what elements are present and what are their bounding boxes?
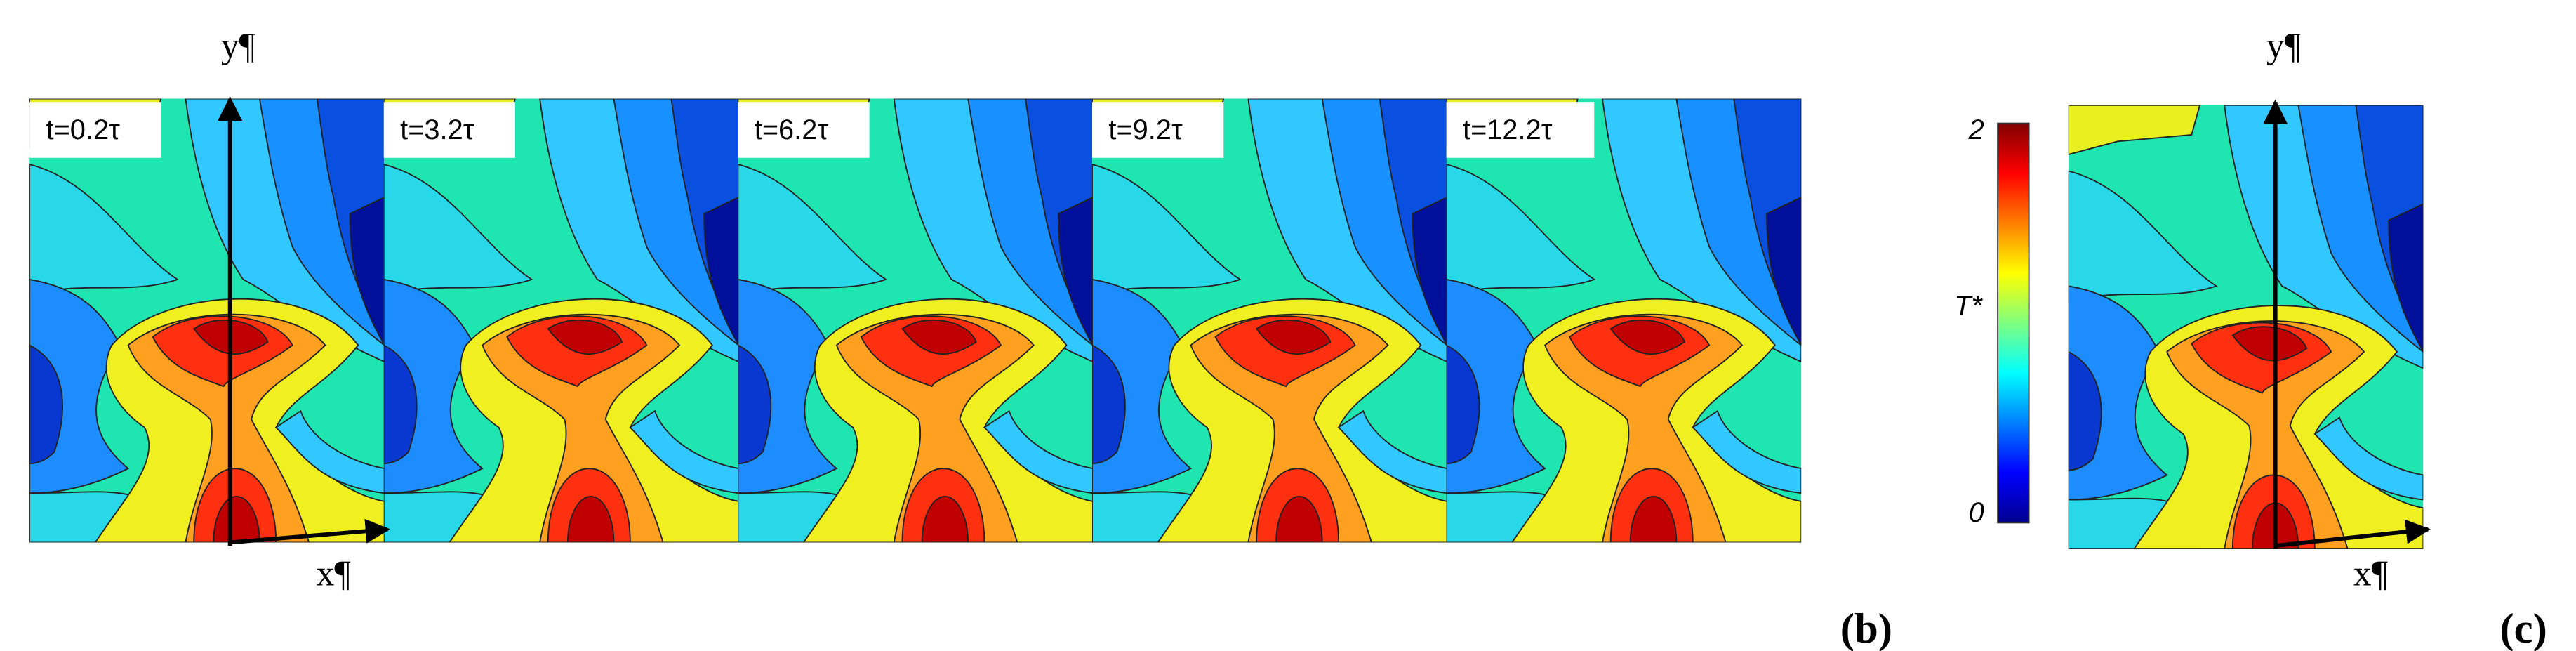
contour-plot <box>2069 105 2424 549</box>
frame-label-box <box>1446 102 1595 158</box>
frame-label-box <box>29 102 161 158</box>
contour-plot <box>1092 99 1447 543</box>
colorbar <box>1997 122 2030 524</box>
colorbar-min: 0 <box>1969 497 1984 528</box>
colorbar-label: T* <box>1954 290 1983 321</box>
frame-label: t=0.2τ <box>46 114 121 145</box>
frame-label-box <box>383 102 515 158</box>
frame-label-box <box>738 102 870 158</box>
frame-label: t=9.2τ <box>1108 114 1183 145</box>
x-axis-arrow <box>230 518 390 545</box>
frame-label-box <box>1092 102 1224 158</box>
frame-label: t=6.2τ <box>755 114 829 145</box>
frame-label: t=3.2τ <box>400 114 474 145</box>
panel-tag: (b) <box>1840 605 1892 651</box>
frame-label: t=12.2τ <box>1463 114 1553 145</box>
x-axis-label: x¶ <box>317 553 351 593</box>
contour-plot <box>1447 99 1802 543</box>
contour-plot <box>738 99 1093 543</box>
y-axis-label: y¶ <box>221 26 255 66</box>
contour-plot <box>384 99 739 543</box>
contour-plot <box>29 99 385 543</box>
x-axis-label: x¶ <box>2353 553 2388 593</box>
panel-tag: (c) <box>2499 605 2547 651</box>
x-axis-arrow <box>2275 519 2431 548</box>
panel-b: t=0.2τ t=3.2τ t=6.2τ t=9.2τ t=12.2τ <box>29 99 1801 543</box>
y-axis-label: y¶ <box>2266 26 2301 66</box>
colorbar-max: 2 <box>1968 114 1984 145</box>
